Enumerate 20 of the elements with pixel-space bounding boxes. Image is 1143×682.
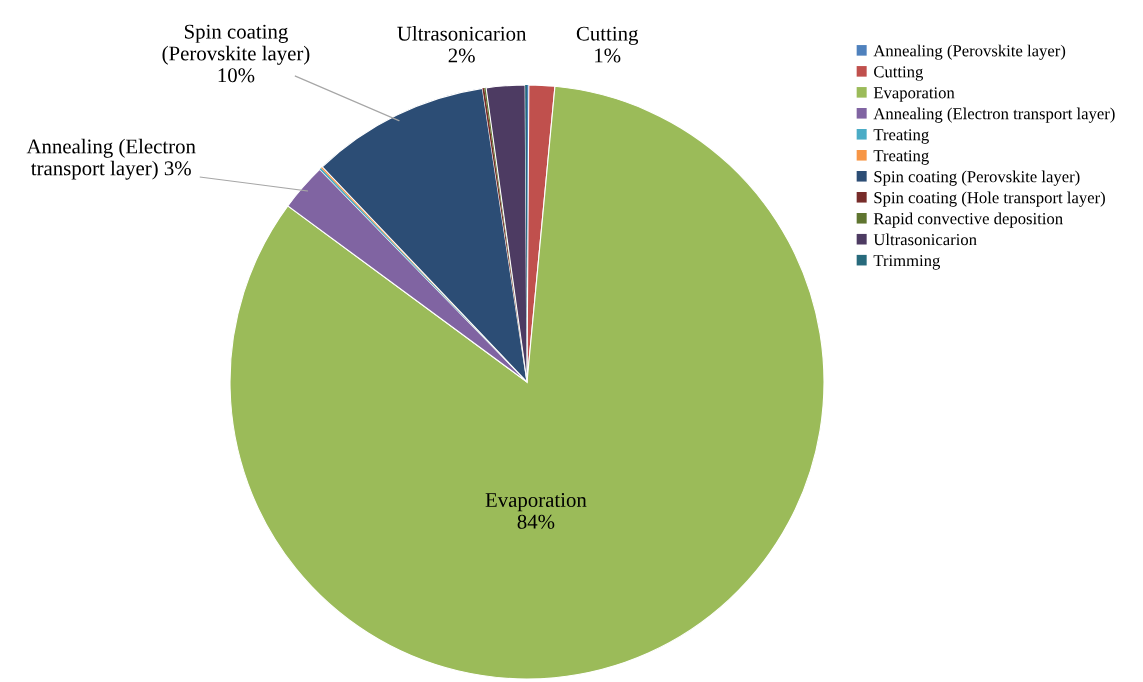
slice-label: Spin coating (Perovskite layer) <box>162 24 310 65</box>
legend-label: Annealing (Perovskite layer) <box>873 44 1066 60</box>
slice-label: Evaporation <box>485 493 587 512</box>
legend-label: Treating <box>873 150 929 165</box>
category-label: Annealing (Electron transport layer) 3% <box>26 138 196 180</box>
data-label: 2% <box>448 48 475 63</box>
data-label: 1% <box>595 48 621 63</box>
legend-label: Ultrasonicarion <box>873 233 977 246</box>
data-label: 84% <box>517 514 555 529</box>
legend-label: Trimming <box>873 255 941 270</box>
legend-label: Cutting <box>874 66 924 81</box>
slice-label: Cutting <box>576 26 639 45</box>
data-label: 10% <box>218 68 255 83</box>
slice-label: Ultrasonicarion <box>397 26 527 41</box>
legend-label: Spin coating (Hole transport layer) <box>874 191 1105 207</box>
legend-label: Annealing (Electron transport layer) <box>873 107 1115 123</box>
legend-label: Evaporation <box>873 87 955 102</box>
legend-label: Treating <box>873 129 929 144</box>
legend-label: Rapid convective deposition <box>873 212 1063 228</box>
legend-label: Spin coating (Perovskite layer) <box>874 170 1080 186</box>
